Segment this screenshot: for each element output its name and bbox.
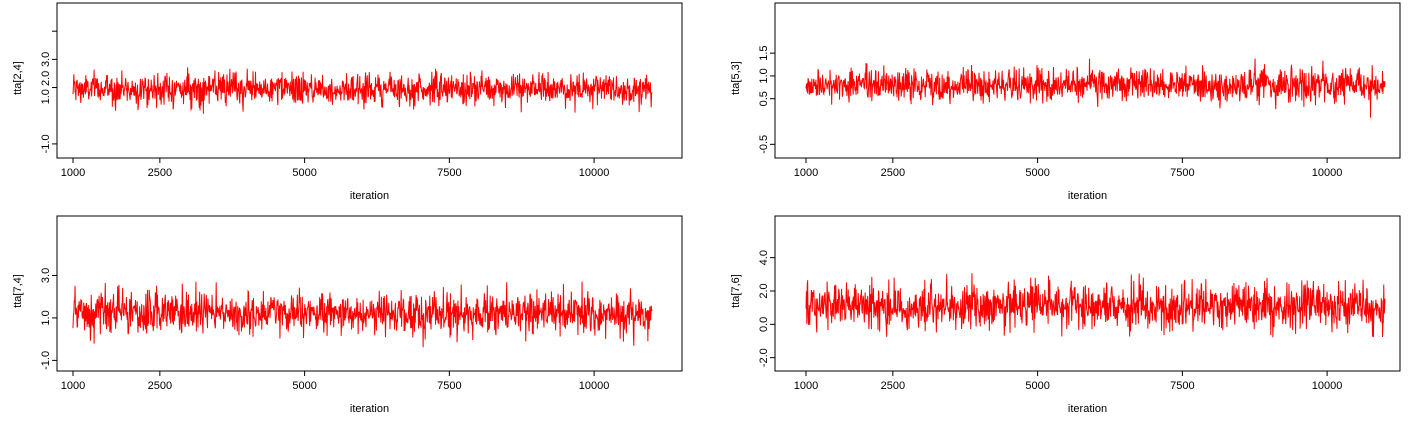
panel-4: 1000 2500 5000 7500 10000 -2.0 0.0 2.0 4.0 iterat…: [730, 215, 1401, 415]
x-tick-label: 5000: [292, 167, 316, 179]
y-axis-title: tta[2,4]: [12, 61, 24, 95]
y-tick-label: -2.0: [758, 348, 770, 367]
y-tick-label: 4.0: [758, 250, 770, 265]
y-tick-label: 0.5: [758, 91, 770, 106]
y-tick-label: 3.0: [40, 268, 52, 283]
x-tick-label: 10000: [579, 380, 610, 392]
y-tick-label: 1.5: [758, 45, 770, 60]
trace-line: [72, 281, 653, 348]
plot-frame: [774, 2, 1401, 159]
x-tick-label: 5000: [292, 380, 316, 392]
x-tick-label: 2500: [148, 167, 172, 179]
x-tick-label: 1000: [61, 380, 85, 392]
x-axis-title: iteration: [350, 190, 389, 202]
x-tick-label: 2500: [148, 380, 172, 392]
x-tick-label: 10000: [1312, 167, 1343, 179]
y-tick-label: -0.5: [758, 135, 770, 154]
y-axis-title: tta[7,6]: [730, 274, 742, 308]
x-tick-label: 2500: [881, 380, 905, 392]
x-tick-label: 7500: [437, 380, 461, 392]
x-tick-label: 10000: [579, 167, 610, 179]
x-tick-label: 1000: [794, 380, 818, 392]
y-tick-label: -1.0: [40, 134, 52, 153]
x-tick-label: 5000: [1025, 167, 1049, 179]
y-tick-label: 2.0: [758, 283, 770, 298]
y-tick-label: 3.0: [40, 52, 52, 67]
y-tick-label: 1.0 2.0: [40, 71, 52, 105]
x-tick-label: 5000: [1025, 380, 1049, 392]
x-tick-label: 7500: [437, 167, 461, 179]
x-tick-label: 1000: [61, 167, 85, 179]
plot-frame: [774, 215, 1401, 372]
x-tick-label: 1000: [794, 167, 818, 179]
panel-3: 1000 2500 5000 7500 10000 -1.0 1.0 3.0 iteration…: [12, 215, 683, 415]
y-tick-label: 1.0: [40, 310, 52, 325]
x-axis-title: iteration: [1068, 403, 1107, 415]
x-tick-label: 7500: [1170, 380, 1194, 392]
panel-1: 1000 2500 5000 7500 10000 -1.0 1.0 2.0 3.0 itera…: [12, 2, 683, 202]
x-tick-label: 10000: [1312, 380, 1343, 392]
plot-frame: [56, 2, 683, 159]
trace-line: [805, 273, 1386, 338]
trace-line: [72, 67, 653, 114]
plot-frame: [56, 215, 683, 372]
x-tick-label: 7500: [1170, 167, 1194, 179]
panel-2: 1000 2500 5000 7500 10000 -0.5 0.5 1.0 1.5 iterat…: [730, 2, 1401, 202]
y-tick-label: -1.0: [40, 351, 52, 370]
x-axis-title: iteration: [350, 403, 389, 415]
x-tick-label: 2500: [881, 167, 905, 179]
y-tick-label: 1.0: [758, 68, 770, 83]
trace-line: [805, 58, 1386, 118]
y-axis-title: tta[7,4]: [12, 274, 24, 308]
y-axis-title: tta[5,3]: [730, 61, 742, 95]
y-tick-label: 0.0: [758, 317, 770, 332]
x-axis-title: iteration: [1068, 190, 1107, 202]
